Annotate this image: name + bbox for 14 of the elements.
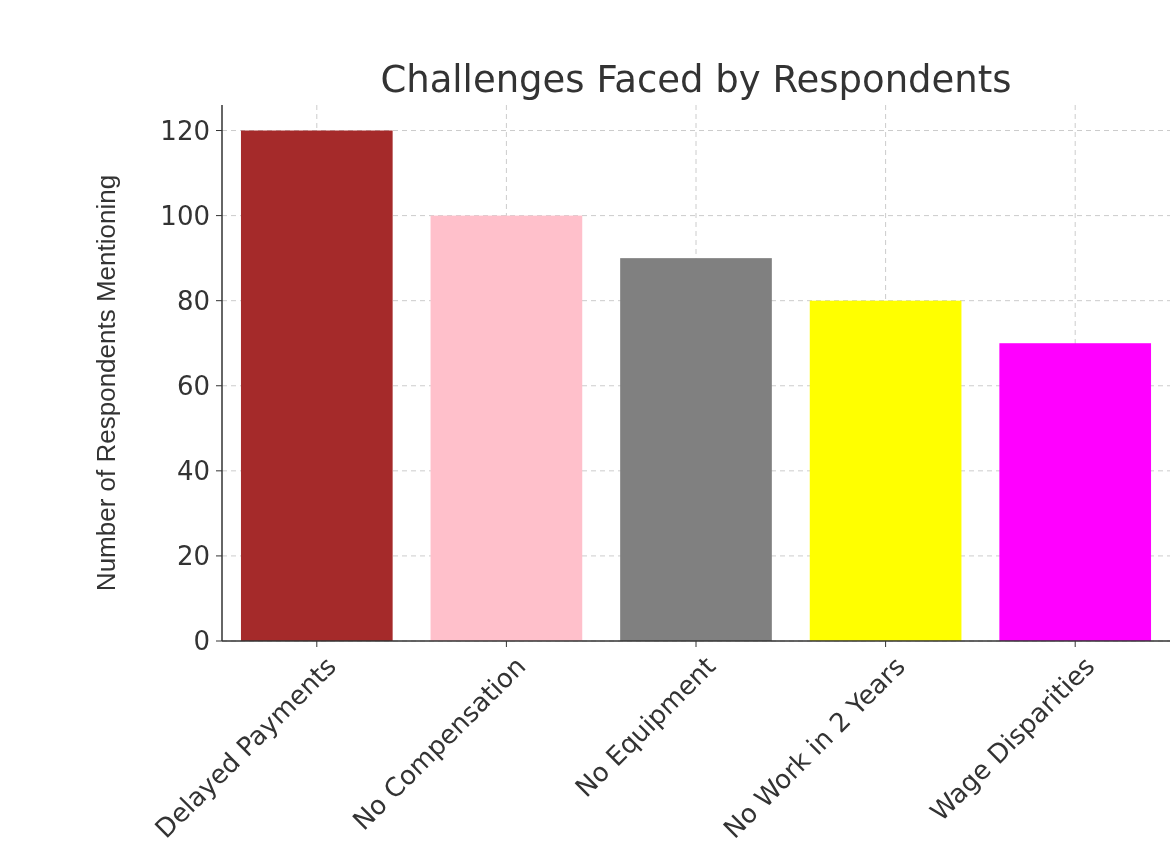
y-tick-label: 60 xyxy=(176,370,210,401)
y-tick-label: 120 xyxy=(160,115,210,146)
bar xyxy=(809,300,962,641)
bar xyxy=(430,215,583,641)
y-tick-label: 20 xyxy=(176,541,210,572)
bar xyxy=(240,130,393,641)
bar xyxy=(999,343,1152,641)
y-tick-label: 40 xyxy=(176,455,210,486)
y-tick-label: 80 xyxy=(176,285,210,316)
y-axis-title: Number of Respondents Mentioning xyxy=(91,174,121,592)
y-tick-label: 0 xyxy=(193,626,210,657)
y-tick-label: 100 xyxy=(160,200,210,231)
chart-title: Challenges Faced by Respondents xyxy=(380,58,1012,101)
bar xyxy=(620,258,772,641)
